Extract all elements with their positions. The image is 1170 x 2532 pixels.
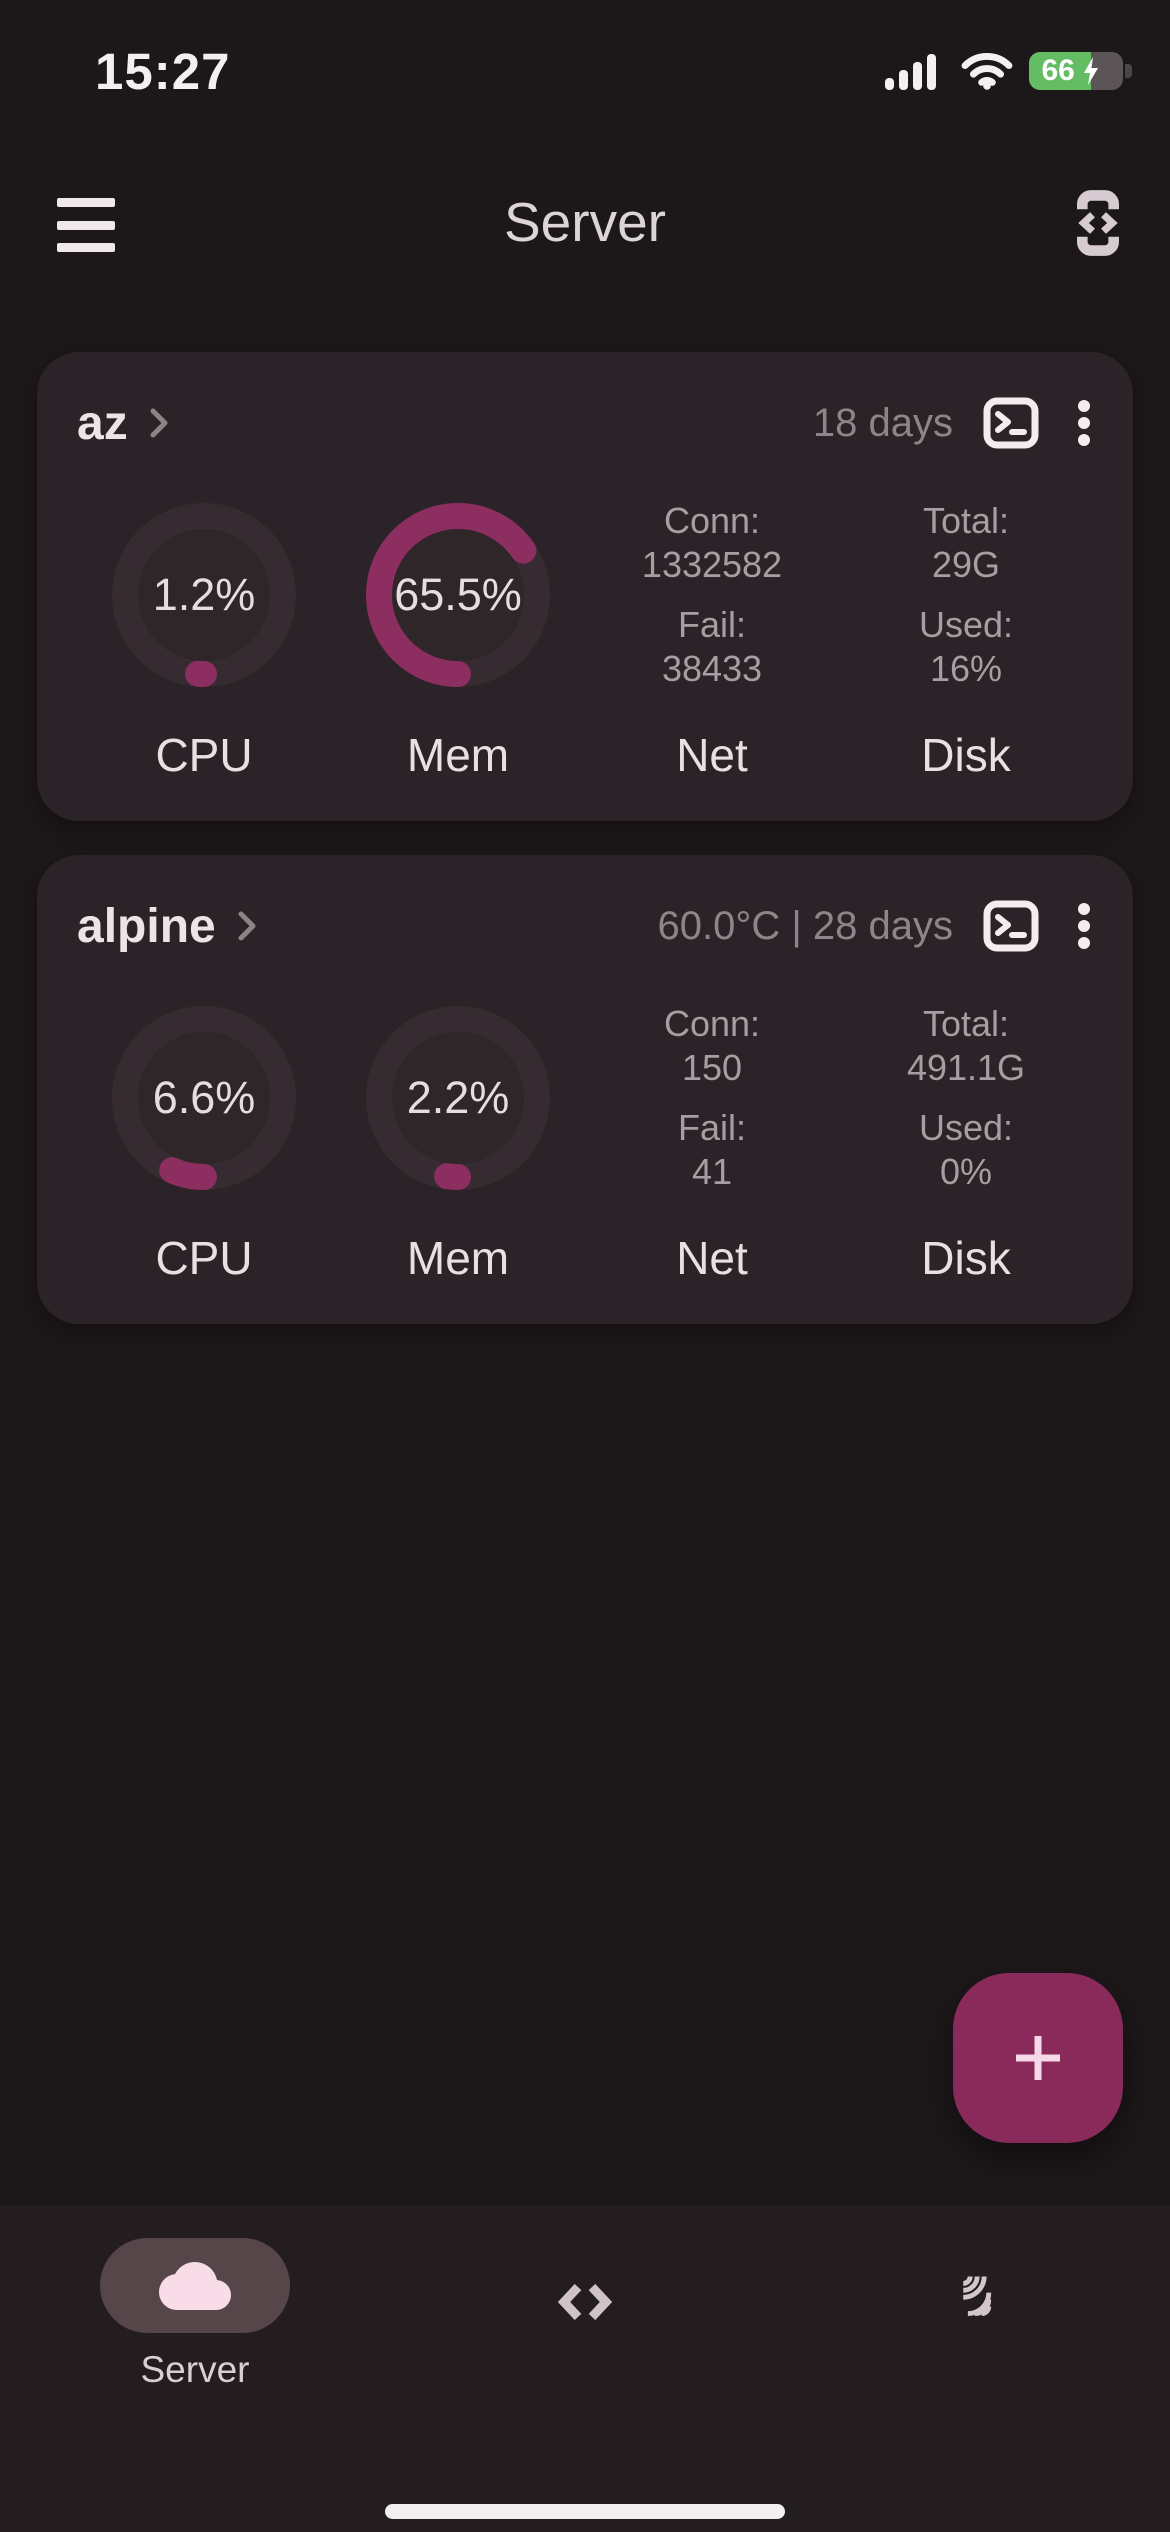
mem-gauge: 2.2% Mem <box>331 1003 585 1285</box>
wifi-icon <box>961 52 1013 90</box>
net-conn-key: Conn: <box>663 1003 761 1044</box>
disk-stats: Total: 29G Used: 16% Disk <box>839 500 1093 782</box>
battery-percent: 66 <box>1041 54 1075 87</box>
net-conn-key: Conn: <box>663 500 761 541</box>
net-fail-value: 41 <box>691 1151 733 1192</box>
bottom-nav: Server <box>0 2205 1170 2532</box>
terminal-icon <box>983 397 1039 449</box>
net-label: Net <box>676 1232 748 1284</box>
tab-server[interactable] <box>100 2238 290 2333</box>
mem-value: 65.5% <box>394 569 522 620</box>
app-header: Server <box>0 188 1170 262</box>
cellular-signal-icon <box>885 52 945 90</box>
server-card-az[interactable]: az 18 days 1.2% CPU <box>37 352 1133 821</box>
chevron-right-icon <box>236 908 258 944</box>
net-stats: Conn: 150 Fail: 41 Net <box>585 1003 839 1285</box>
charging-bolt-icon <box>1081 56 1101 91</box>
chevron-right-icon <box>148 405 170 441</box>
tab-ping[interactable] <box>948 2255 1004 2335</box>
code-icon <box>557 2284 613 2320</box>
terminal-icon <box>983 900 1039 952</box>
disk-total-key: Total: <box>922 1003 1010 1044</box>
net-conn-value: 1332582 <box>641 544 783 585</box>
server-name[interactable]: alpine <box>77 899 216 953</box>
status-bar: 15:27 <box>0 0 1170 130</box>
net-fail-key: Fail: <box>677 604 746 645</box>
terminal-button[interactable] <box>983 900 1039 952</box>
mem-label: Mem <box>406 729 510 781</box>
disk-used-value: 16% <box>929 648 1003 689</box>
net-label: Net <box>676 729 748 781</box>
card-menu-button[interactable] <box>1075 903 1093 949</box>
plus-icon <box>1016 2036 1060 2080</box>
battery-fill <box>1029 52 1092 90</box>
disk-used-key: Used: <box>918 604 1014 645</box>
disk-used-key: Used: <box>918 1107 1014 1148</box>
ping-icon <box>962 2276 992 2316</box>
cpu-gauge: 6.6% CPU <box>77 1003 331 1285</box>
status-time: 15:27 <box>95 43 231 100</box>
net-fail-value: 38433 <box>661 648 763 689</box>
cpu-label: CPU <box>155 729 253 781</box>
mem-label: Mem <box>406 1232 510 1284</box>
add-server-button[interactable] <box>953 1973 1123 2143</box>
cpu-value: 6.6% <box>152 1072 256 1123</box>
page-title: Server <box>504 191 666 253</box>
disk-label: Disk <box>921 729 1011 781</box>
disk-used-value: 0% <box>939 1151 993 1192</box>
card-menu-button[interactable] <box>1075 400 1093 446</box>
mem-gauge: 65.5% Mem <box>331 500 585 782</box>
battery-indicator: 66 <box>1029 52 1132 90</box>
snippet-box-icon <box>1077 190 1119 256</box>
home-indicator[interactable] <box>385 2504 785 2519</box>
server-name[interactable]: az <box>77 396 128 450</box>
cpu-value: 1.2% <box>152 569 256 620</box>
disk-stats: Total: 491.1G Used: 0% Disk <box>839 1003 1093 1285</box>
net-stats: Conn: 1332582 Fail: 38433 Net <box>585 500 839 782</box>
terminal-button[interactable] <box>983 397 1039 449</box>
server-uptime: 18 days <box>812 400 953 445</box>
tab-snippet[interactable] <box>556 2262 614 2342</box>
mem-value: 2.2% <box>406 1072 510 1123</box>
disk-label: Disk <box>921 1232 1011 1284</box>
disk-total-key: Total: <box>922 500 1010 541</box>
disk-total-value: 29G <box>931 544 1001 585</box>
net-conn-value: 150 <box>681 1047 743 1088</box>
menu-button[interactable] <box>57 198 115 252</box>
tab-server-label: Server <box>140 2349 250 2390</box>
cpu-gauge: 1.2% CPU <box>77 500 331 782</box>
server-uptime: 60.0°C | 28 days <box>657 903 953 948</box>
snippet-box-button[interactable] <box>1072 188 1124 258</box>
cpu-label: CPU <box>155 1232 253 1284</box>
server-card-alpine[interactable]: alpine 60.0°C | 28 days 6.6% CPU <box>37 855 1133 1324</box>
net-fail-key: Fail: <box>677 1107 746 1148</box>
disk-total-value: 491.1G <box>906 1047 1026 1088</box>
cloud-icon <box>159 2261 231 2310</box>
